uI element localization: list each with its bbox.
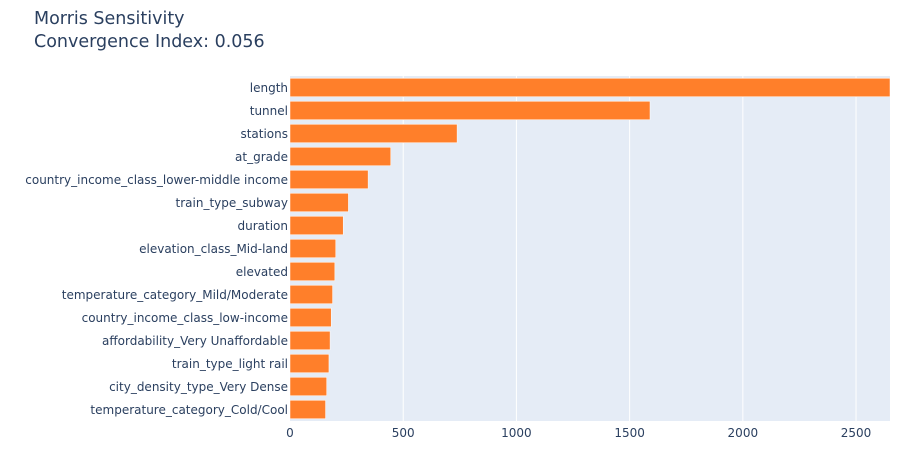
y-tick-label: country_income_class_lower-middle income [25, 173, 288, 187]
bar [289, 124, 458, 143]
bar [289, 308, 332, 327]
y-tick-label: tunnel [250, 104, 288, 118]
bar [289, 216, 344, 235]
bar [289, 193, 349, 212]
x-tick-label: 0 [286, 426, 294, 440]
y-tick-label: elevated [236, 265, 288, 279]
y-tick-label: city_density_type_Very Dense [109, 380, 288, 394]
y-tick-label: country_income_class_low-income [82, 311, 288, 325]
y-tick-label: temperature_category_Cold/Cool [90, 403, 288, 417]
y-tick-label: temperature_category_Mild/Moderate [62, 288, 288, 302]
x-tick-label: 1000 [501, 426, 532, 440]
chart-title: Morris Sensitivity [34, 9, 185, 29]
x-tick-label: 2500 [841, 426, 872, 440]
y-tick-label: at_grade [235, 150, 288, 164]
bar [289, 170, 369, 189]
y-tick-label: duration [238, 219, 289, 233]
bar [289, 239, 336, 258]
bar [289, 262, 336, 281]
y-tick-label: train_type_subway [176, 196, 288, 210]
y-tick-label: elevation_class_Mid-land [139, 242, 288, 256]
y-tick-label: train_type_light rail [172, 357, 288, 371]
y-tick-label: affordability_Very Unaffordable [102, 334, 288, 348]
y-tick-label: length [250, 81, 288, 95]
x-tick-label: 500 [392, 426, 415, 440]
bar [289, 147, 392, 166]
y-tick-label: stations [240, 127, 288, 141]
bar [289, 331, 331, 350]
bar [289, 101, 651, 120]
x-tick-label: 1500 [614, 426, 645, 440]
x-tick-label: 2000 [728, 426, 759, 440]
bar [289, 78, 891, 97]
bar [289, 285, 333, 304]
bar [289, 377, 327, 396]
bar [289, 354, 330, 373]
chart-subtitle: Convergence Index: 0.056 [34, 32, 265, 52]
bar [289, 400, 326, 419]
